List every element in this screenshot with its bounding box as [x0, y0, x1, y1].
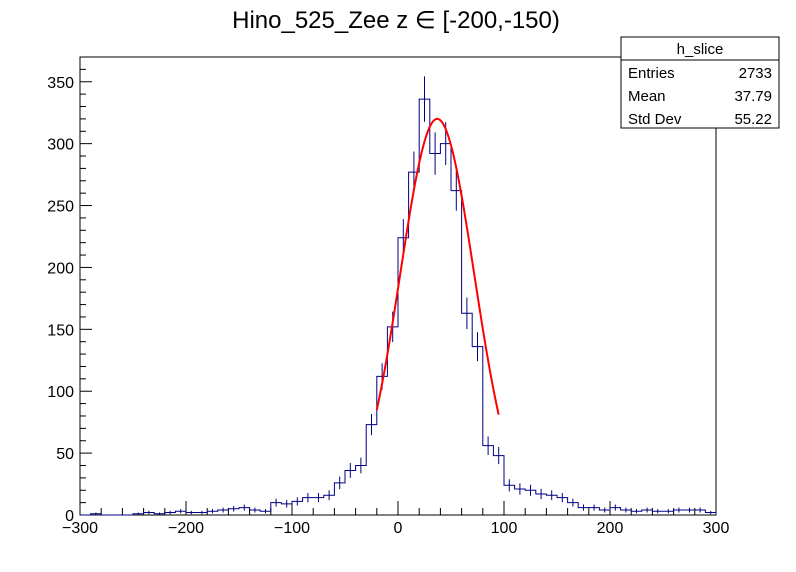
stat-value-mean: 37.79 — [734, 88, 772, 105]
stat-value-stddev: 55.22 — [734, 111, 772, 128]
x-tick-label: 0 — [394, 520, 403, 537]
histogram — [80, 98, 717, 516]
x-tick-label: −100 — [274, 520, 310, 537]
x-tick-label: 200 — [597, 520, 624, 537]
x-tick-label: 100 — [491, 520, 518, 537]
chart-title: Hino_525_Zee z ∈ [-200,-150) — [232, 7, 560, 34]
x-axis: −300 −200 −100 0 100 200 300 — [62, 501, 729, 537]
y-tick-label: 150 — [47, 322, 74, 339]
y-tick-label: 50 — [56, 446, 74, 463]
x-tick-label: −200 — [168, 520, 204, 537]
x-tick-label: −300 — [62, 520, 98, 537]
y-tick-label: 200 — [47, 260, 74, 277]
stats-box-frame — [620, 36, 780, 129]
stats-box-title: h_slice — [677, 41, 724, 58]
gaussian-fit-curve — [375, 117, 500, 415]
y-tick-label: 100 — [47, 384, 74, 401]
y-tick-label: 300 — [47, 137, 74, 154]
y-tick-label: 0 — [65, 508, 74, 525]
stat-label-mean: Mean — [628, 88, 666, 105]
stats-box: h_slice Entries 2733 Mean 37.79 Std Dev … — [620, 36, 780, 129]
stat-label-stddev: Std Dev — [628, 111, 682, 128]
y-axis: 0 50 100 150 200 250 300 350 — [47, 56, 92, 525]
stat-label-entries: Entries — [628, 65, 675, 82]
y-tick-label: 250 — [47, 199, 74, 216]
error-bars — [95, 76, 712, 515]
y-tick-label: 350 — [47, 75, 74, 92]
histogram-outline — [80, 98, 717, 516]
stat-value-entries: 2733 — [739, 65, 772, 82]
x-tick-label: 300 — [703, 520, 730, 537]
